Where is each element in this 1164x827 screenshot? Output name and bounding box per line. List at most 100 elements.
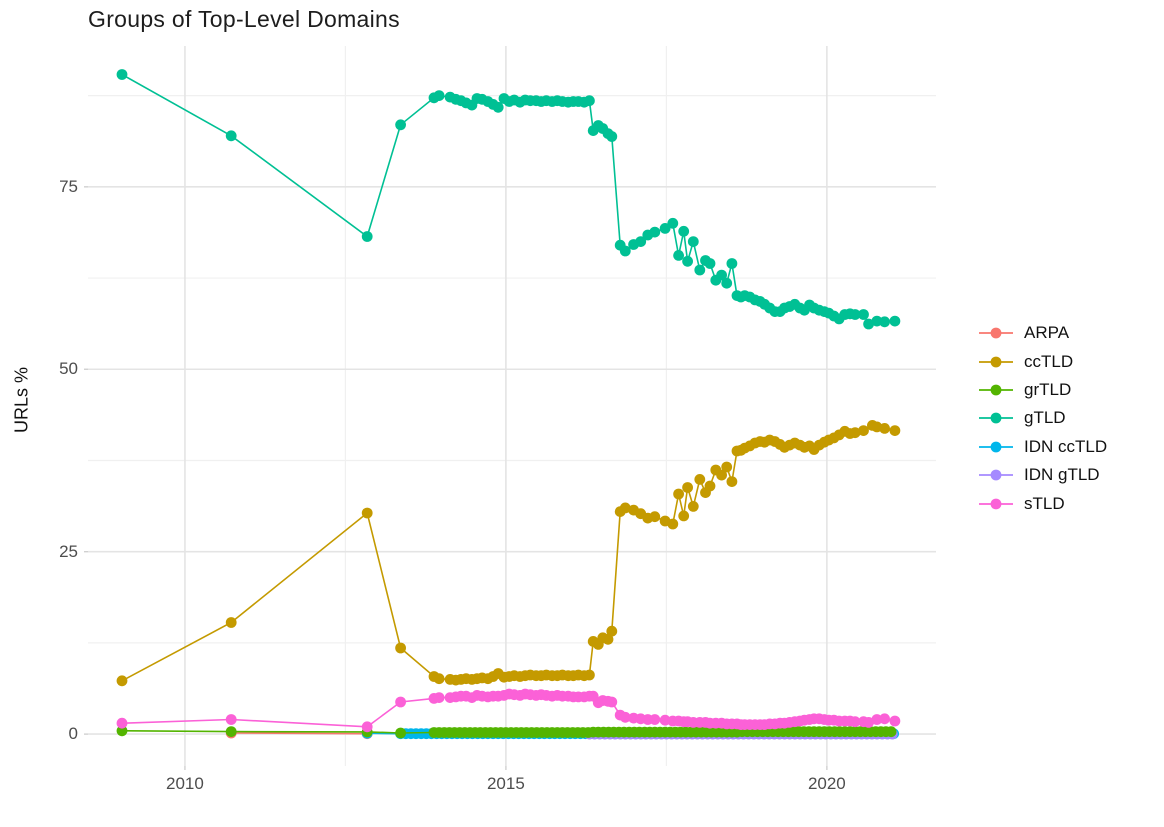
data-point: [433, 673, 445, 685]
series-line: [231, 732, 368, 735]
data-point: [858, 425, 869, 436]
data-point: [879, 713, 890, 725]
data-point: [584, 95, 595, 107]
legend-key-icon: [978, 382, 1014, 398]
data-point: [687, 236, 699, 248]
data-point: [879, 316, 890, 328]
data-point: [849, 716, 861, 728]
data-point: [619, 245, 631, 257]
data-point: [726, 476, 738, 487]
series-ccTLD: [116, 420, 901, 687]
data-point: [649, 511, 661, 523]
data-point: [667, 518, 679, 530]
data-point: [849, 309, 861, 320]
data-point: [433, 90, 445, 101]
legend-label: sTLD: [1024, 493, 1065, 513]
data-point: [889, 315, 901, 327]
legend-item-IDN-gTLD: IDN gTLD: [978, 461, 1107, 489]
data-point: [225, 617, 237, 628]
legend-item-IDN-ccTLD: IDN ccTLD: [978, 433, 1107, 461]
legend-item-ARPA: ARPA: [978, 319, 1107, 347]
data-point: [863, 318, 874, 330]
data-point: [395, 696, 406, 708]
data-point: [704, 480, 716, 492]
data-point: [584, 669, 595, 681]
data-point: [361, 231, 373, 242]
legend-item-ccTLD: ccTLD: [978, 347, 1107, 375]
data-point: [726, 258, 738, 269]
data-point: [889, 715, 901, 727]
y-tick-label: 0: [68, 724, 78, 744]
x-tick-label: 2010: [166, 774, 204, 793]
legend-key-icon: [978, 439, 1014, 455]
data-point: [225, 726, 237, 737]
data-point: [649, 714, 661, 725]
legend-label: gTLD: [1024, 408, 1066, 428]
y-tick-label: 75: [59, 176, 78, 196]
data-point: [682, 255, 693, 267]
data-point: [889, 425, 901, 436]
legend-label: IDN ccTLD: [1024, 436, 1108, 456]
data-point: [606, 625, 618, 637]
series-sTLD: [116, 688, 901, 733]
y-tick-label: 25: [59, 541, 78, 561]
data-point: [673, 488, 684, 500]
data-point: [635, 236, 647, 248]
data-point: [225, 130, 237, 142]
x-tick-label: 2020: [807, 774, 846, 793]
data-point: [116, 725, 128, 737]
series-ARPA: [225, 727, 373, 740]
data-point: [395, 119, 406, 131]
legend-item-sTLD: sTLD: [978, 489, 1107, 517]
data-point: [682, 482, 693, 493]
legend-item-grTLD: grTLD: [978, 376, 1107, 404]
data-point: [395, 727, 406, 739]
data-point: [863, 717, 874, 728]
y-tick-label: 50: [59, 359, 78, 379]
legend-label: ARPA: [1024, 323, 1070, 343]
data-point: [492, 101, 504, 113]
data-point: [659, 223, 671, 234]
data-point: [361, 721, 373, 733]
data-point: [619, 502, 631, 514]
legend-key-icon: [978, 496, 1014, 512]
series-line: [121, 73, 895, 325]
data-point: [721, 461, 733, 473]
data-point: [606, 131, 618, 142]
data-point: [116, 69, 128, 80]
legend-key-icon: [978, 325, 1014, 341]
data-point: [116, 675, 128, 687]
data-point: [116, 717, 128, 729]
data-point: [694, 474, 706, 485]
data-point: [361, 507, 373, 519]
data-point: [678, 510, 690, 522]
legend-label: ccTLD: [1024, 351, 1074, 371]
data-point: [704, 258, 716, 269]
data-point: [687, 501, 699, 512]
data-point: [879, 423, 890, 434]
legend-key-icon: [978, 354, 1014, 370]
data-point: [858, 309, 869, 320]
data-point: [433, 692, 445, 703]
series-grTLD: [116, 725, 897, 739]
legend-key-icon: [978, 467, 1014, 483]
legend-label: grTLD: [1024, 379, 1072, 399]
data-point: [694, 264, 706, 276]
data-point: [395, 642, 406, 654]
data-point: [649, 226, 661, 238]
data-point: [602, 633, 614, 645]
series-gTLD: [116, 69, 901, 330]
data-point: [678, 225, 690, 237]
x-tick-label: 2015: [486, 774, 525, 793]
data-point: [225, 714, 237, 725]
legend: ARPA ccTLD grTLD gTLD IDN ccTLD IDN gTLD sTLD: [978, 319, 1107, 518]
data-point: [849, 427, 861, 439]
data-point: [885, 726, 897, 738]
data-point: [667, 217, 679, 229]
data-point: [606, 696, 618, 708]
legend-key-icon: [978, 410, 1014, 426]
data-point: [716, 269, 727, 281]
data-point: [619, 711, 631, 723]
legend-label: IDN gTLD: [1024, 465, 1100, 485]
